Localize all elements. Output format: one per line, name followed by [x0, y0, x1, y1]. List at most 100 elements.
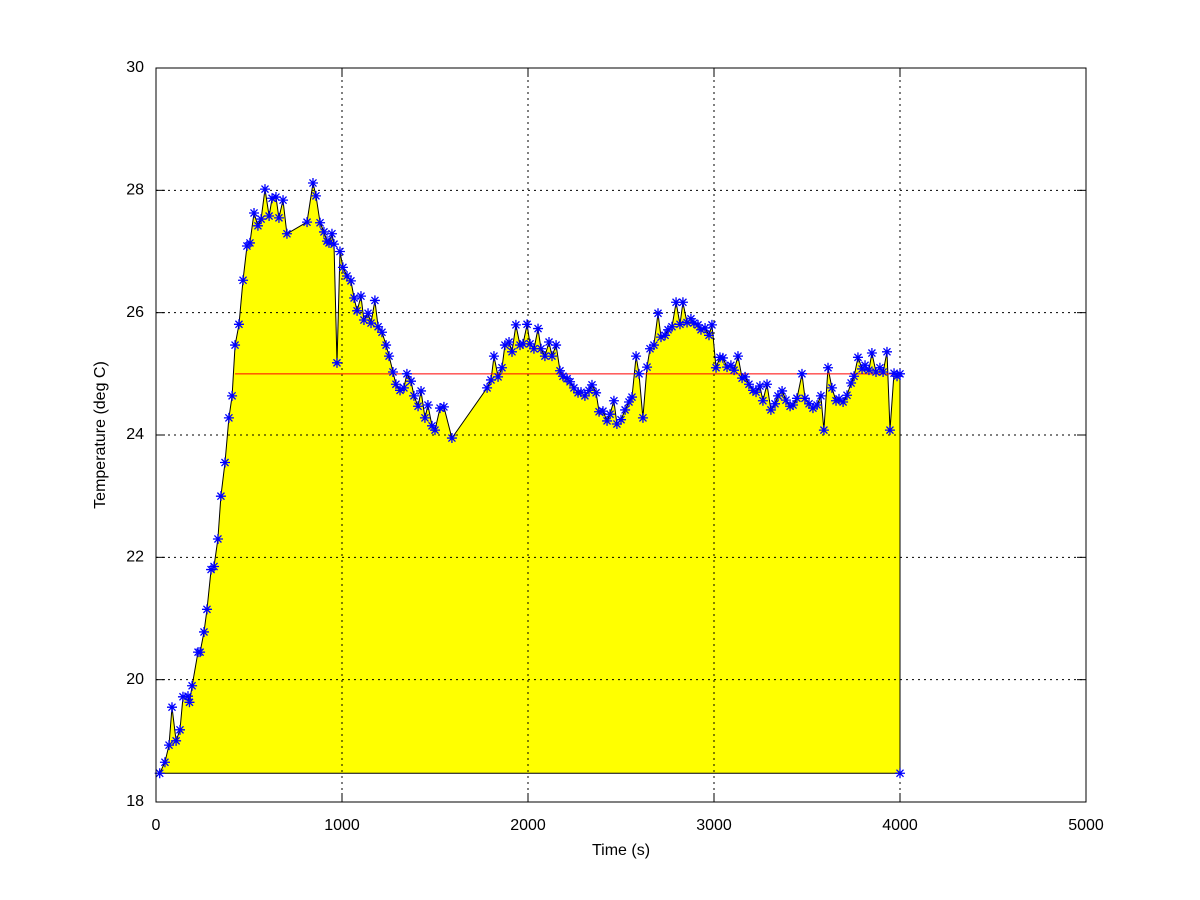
marker	[852, 352, 863, 363]
marker	[729, 365, 740, 376]
marker	[653, 308, 664, 319]
marker	[642, 362, 653, 373]
y-tick-label: 24	[126, 426, 144, 443]
marker	[706, 319, 717, 330]
marker	[278, 195, 289, 206]
marker	[703, 330, 714, 341]
marker	[342, 270, 353, 281]
marker	[323, 237, 334, 248]
marker	[631, 351, 642, 362]
marker	[785, 401, 796, 412]
marker	[499, 340, 510, 351]
marker	[182, 691, 193, 702]
marker	[826, 382, 837, 393]
marker	[777, 385, 788, 396]
marker	[693, 319, 704, 330]
marker	[765, 404, 776, 415]
marker	[881, 346, 892, 357]
marker	[334, 246, 345, 257]
marker	[823, 362, 834, 373]
marker	[184, 697, 195, 708]
marker	[376, 327, 387, 338]
marker	[671, 297, 682, 308]
marker	[597, 406, 608, 417]
marker	[804, 398, 815, 409]
marker	[576, 387, 587, 398]
marker	[711, 362, 722, 373]
marker	[154, 768, 165, 779]
y-tick-label: 28	[126, 182, 144, 199]
marker	[722, 362, 733, 373]
marker	[754, 381, 765, 392]
marker	[482, 382, 493, 393]
marker	[605, 409, 616, 420]
marker	[406, 376, 417, 387]
marker	[337, 262, 348, 273]
marker	[525, 338, 536, 349]
marker	[381, 340, 392, 351]
marker	[863, 365, 874, 376]
marker	[591, 387, 602, 398]
marker	[666, 321, 677, 332]
marker	[326, 228, 337, 239]
marker	[510, 319, 521, 330]
marker	[685, 313, 696, 324]
marker	[884, 425, 895, 436]
marker	[517, 338, 528, 349]
marker	[195, 647, 206, 658]
marker	[331, 357, 342, 368]
marker	[602, 415, 613, 426]
marker	[849, 371, 860, 382]
marker	[533, 323, 544, 334]
marker	[307, 177, 318, 188]
x-tick-label: 5000	[1068, 817, 1104, 834]
marker	[369, 295, 380, 306]
marker	[363, 308, 374, 319]
marker	[725, 360, 736, 371]
marker	[831, 395, 842, 406]
marker	[318, 226, 329, 237]
marker	[256, 214, 267, 225]
marker	[682, 317, 693, 328]
marker	[815, 390, 826, 401]
marker	[164, 740, 175, 751]
marker	[227, 390, 238, 401]
marker	[677, 297, 688, 308]
y-axis-label: Temperature (deg C)	[92, 361, 109, 509]
marker	[373, 321, 384, 332]
marker	[895, 368, 905, 379]
marker	[270, 192, 281, 203]
marker	[438, 401, 449, 412]
marker	[895, 768, 905, 779]
marker	[174, 724, 185, 735]
marker	[557, 371, 568, 382]
marker	[390, 379, 401, 390]
marker	[748, 385, 759, 396]
marker	[398, 382, 409, 393]
marker	[201, 604, 212, 615]
y-tick-label: 30	[126, 59, 144, 76]
marker	[209, 561, 220, 572]
marker	[874, 362, 885, 373]
marker	[818, 425, 829, 436]
marker	[579, 390, 590, 401]
marker	[780, 395, 791, 406]
marker	[623, 396, 634, 407]
x-tick-label: 4000	[882, 817, 918, 834]
marker	[871, 366, 882, 377]
marker	[352, 305, 363, 316]
marker	[565, 376, 576, 387]
marker	[387, 366, 398, 377]
marker	[212, 533, 223, 544]
marker	[329, 239, 340, 250]
marker	[751, 387, 762, 398]
marker	[281, 228, 292, 239]
marker	[799, 393, 810, 404]
marker	[238, 275, 249, 286]
marker	[655, 332, 666, 343]
marker	[717, 352, 728, 363]
marker	[791, 393, 802, 404]
marker	[740, 371, 751, 382]
y-tick-label: 26	[126, 304, 144, 321]
marker	[620, 404, 631, 415]
